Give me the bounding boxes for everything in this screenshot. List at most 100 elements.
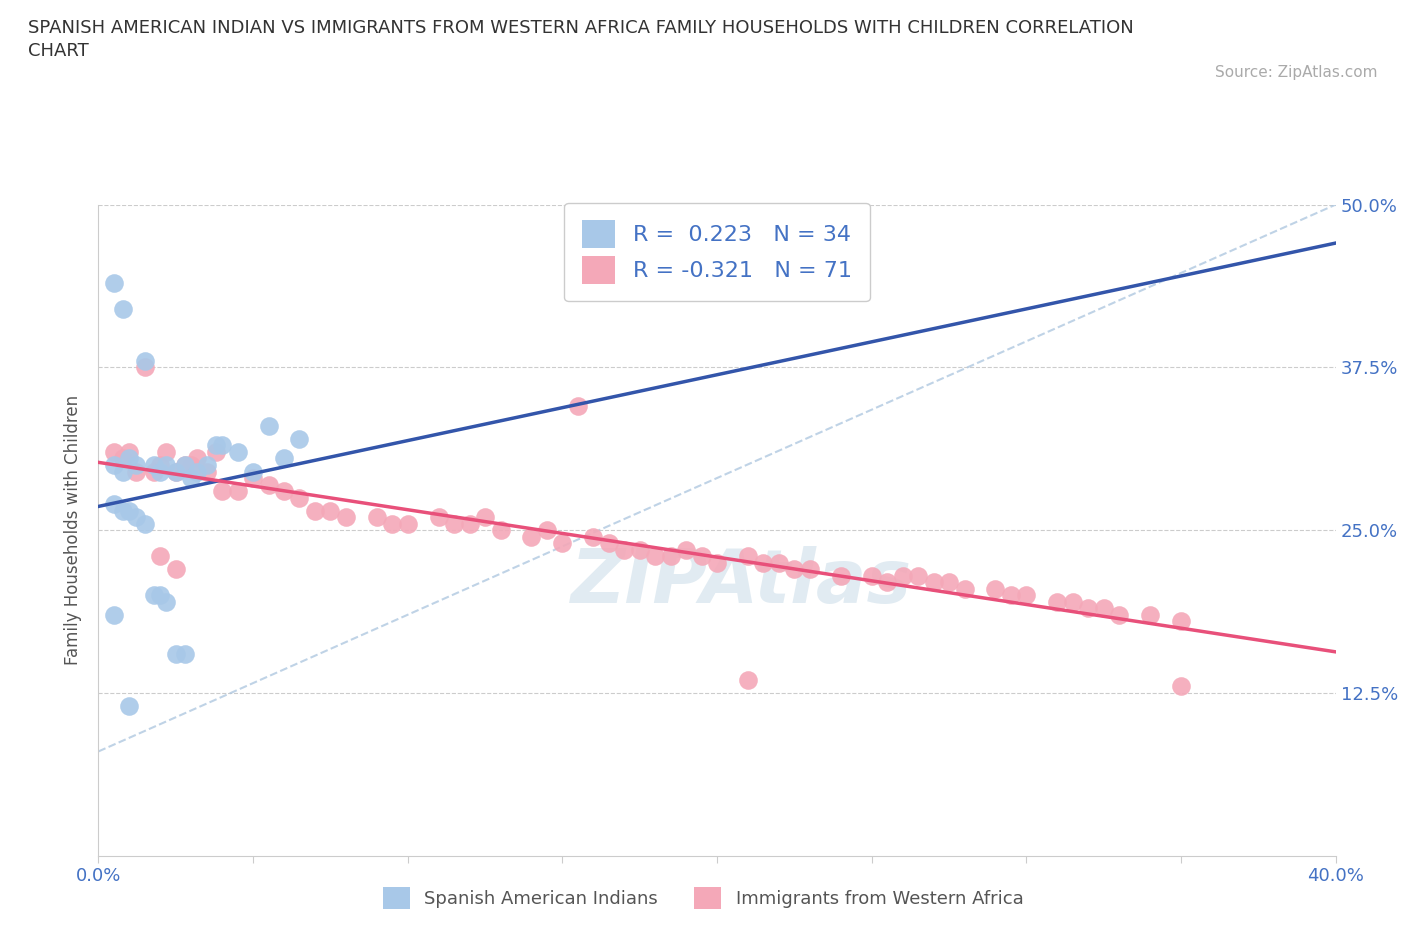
Point: [124, 458, 146, 472]
Point: [799, 562, 821, 577]
Point: [1046, 594, 1069, 609]
Point: [242, 464, 264, 479]
Point: [737, 549, 759, 564]
Point: [103, 607, 125, 622]
Point: [690, 549, 713, 564]
Point: [582, 529, 605, 544]
Point: [211, 484, 233, 498]
Point: [186, 451, 208, 466]
Point: [551, 536, 574, 551]
Point: [288, 432, 311, 446]
Point: [458, 516, 481, 531]
Point: [1077, 601, 1099, 616]
Point: [907, 568, 929, 583]
Point: [103, 445, 125, 459]
Point: [149, 458, 172, 472]
Point: [124, 464, 146, 479]
Point: [860, 568, 883, 583]
Point: [1092, 601, 1115, 616]
Point: [180, 458, 202, 472]
Point: [768, 555, 790, 570]
Point: [155, 458, 177, 472]
Point: [124, 510, 146, 525]
Point: [1062, 594, 1084, 609]
Point: [174, 458, 197, 472]
Legend: Spanish American Indians, Immigrants from Western Africa: Spanish American Indians, Immigrants fro…: [375, 880, 1031, 916]
Point: [1139, 607, 1161, 622]
Point: [891, 568, 914, 583]
Point: [489, 523, 512, 538]
Point: [103, 497, 125, 512]
Point: [659, 549, 682, 564]
Point: [143, 458, 166, 472]
Point: [118, 503, 141, 518]
Point: [211, 438, 233, 453]
Point: [752, 555, 775, 570]
Point: [103, 275, 125, 290]
Point: [165, 464, 187, 479]
Point: [520, 529, 543, 544]
Point: [149, 588, 172, 603]
Point: [226, 484, 249, 498]
Point: [149, 464, 172, 479]
Point: [304, 503, 326, 518]
Point: [1015, 588, 1038, 603]
Point: [134, 353, 156, 368]
Point: [613, 542, 636, 557]
Point: [155, 594, 177, 609]
Point: [112, 464, 135, 479]
Legend: R =  0.223   N = 34, R = -0.321   N = 71: R = 0.223 N = 34, R = -0.321 N = 71: [564, 203, 870, 301]
Point: [953, 581, 976, 596]
Point: [195, 464, 218, 479]
Point: [174, 646, 197, 661]
Point: [1170, 679, 1192, 694]
Point: [180, 471, 202, 485]
Point: [134, 516, 156, 531]
Point: [443, 516, 465, 531]
Point: [567, 399, 589, 414]
Point: [628, 542, 651, 557]
Point: [737, 672, 759, 687]
Point: [165, 646, 187, 661]
Text: Source: ZipAtlas.com: Source: ZipAtlas.com: [1215, 65, 1378, 80]
Point: [876, 575, 898, 590]
Point: [381, 516, 404, 531]
Point: [174, 458, 197, 472]
Point: [273, 451, 295, 466]
Point: [143, 464, 166, 479]
Point: [205, 445, 228, 459]
Point: [242, 471, 264, 485]
Point: [288, 490, 311, 505]
Point: [1000, 588, 1022, 603]
Point: [226, 445, 249, 459]
Point: [118, 698, 141, 713]
Point: [675, 542, 697, 557]
Point: [536, 523, 558, 538]
Point: [118, 451, 141, 466]
Point: [644, 549, 666, 564]
Point: [118, 445, 141, 459]
Point: [1170, 614, 1192, 629]
Text: ZIPAtlas: ZIPAtlas: [571, 546, 912, 618]
Point: [984, 581, 1007, 596]
Point: [335, 510, 357, 525]
Point: [112, 503, 135, 518]
Point: [205, 438, 228, 453]
Point: [165, 562, 187, 577]
Point: [474, 510, 496, 525]
Point: [830, 568, 852, 583]
Point: [427, 510, 450, 525]
Point: [195, 458, 218, 472]
Y-axis label: Family Households with Children: Family Households with Children: [65, 395, 83, 665]
Point: [922, 575, 945, 590]
Point: [938, 575, 960, 590]
Point: [598, 536, 620, 551]
Point: [103, 458, 125, 472]
Point: [783, 562, 806, 577]
Point: [143, 588, 166, 603]
Point: [1108, 607, 1130, 622]
Point: [155, 445, 177, 459]
Point: [112, 451, 135, 466]
Point: [273, 484, 295, 498]
Point: [165, 464, 187, 479]
